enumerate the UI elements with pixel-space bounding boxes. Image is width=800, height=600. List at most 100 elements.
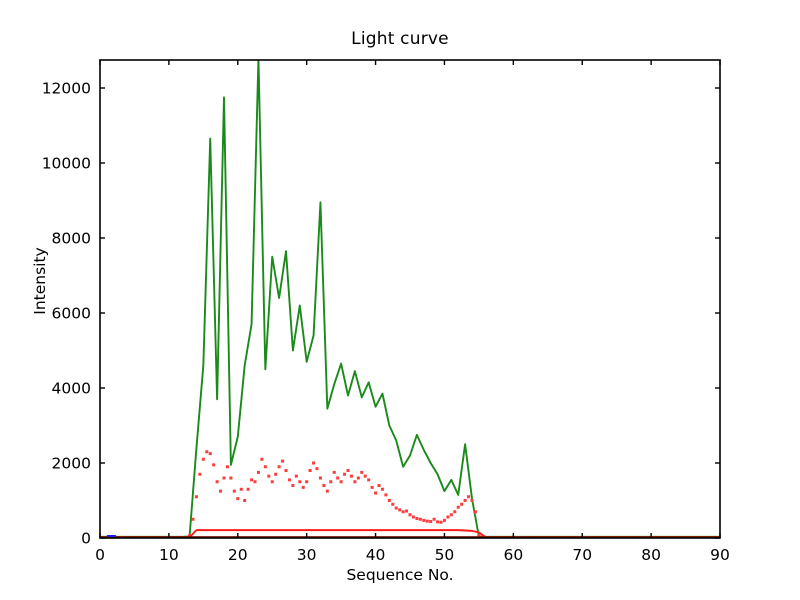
data-point — [367, 478, 371, 482]
data-point — [415, 517, 419, 520]
data-point — [270, 480, 274, 484]
data-point — [239, 487, 243, 491]
data-point — [391, 502, 395, 506]
data-point — [256, 470, 260, 474]
data-point — [467, 495, 471, 499]
data-point — [277, 465, 281, 469]
data-point — [439, 520, 443, 524]
data-point — [422, 518, 426, 522]
data-point — [267, 474, 271, 478]
data-point — [405, 509, 409, 513]
data-point — [460, 502, 464, 506]
data-point — [398, 508, 402, 512]
x-tick-label: 80 — [641, 546, 661, 564]
data-point — [463, 499, 467, 502]
data-point — [294, 474, 298, 478]
data-point — [418, 517, 422, 521]
data-point — [343, 472, 347, 476]
x-tick-label: 0 — [95, 546, 105, 564]
data-point — [446, 515, 450, 519]
data-point — [284, 469, 288, 472]
y-tick-label: 0 — [81, 530, 91, 548]
data-point — [225, 465, 229, 469]
y-axis-label: Intensity — [31, 247, 49, 315]
chart-title: Light curve — [351, 29, 449, 49]
data-point — [336, 476, 340, 480]
data-point — [201, 457, 205, 461]
data-point — [453, 510, 457, 514]
data-point — [384, 493, 388, 497]
data-point — [315, 467, 319, 471]
data-point — [215, 480, 219, 484]
data-point — [411, 515, 415, 519]
data-point — [250, 478, 254, 482]
data-point — [208, 452, 212, 456]
data-point — [442, 518, 446, 522]
data-point — [322, 484, 326, 487]
x-tick-label: 90 — [710, 546, 730, 564]
y-tick-label: 2000 — [52, 455, 91, 473]
y-tick-label: 10000 — [42, 155, 91, 173]
data-point — [346, 469, 350, 472]
data-point — [281, 459, 285, 463]
data-point — [219, 489, 223, 493]
data-point — [222, 476, 226, 480]
x-tick-label: 60 — [503, 546, 523, 564]
data-point — [194, 495, 198, 499]
data-point — [305, 480, 309, 484]
y-tick-label: 6000 — [52, 305, 91, 323]
data-point — [198, 472, 202, 476]
y-tick-label: 12000 — [42, 80, 91, 98]
x-tick-label: 70 — [572, 546, 592, 564]
x-axis-label: Sequence No. — [346, 566, 454, 584]
data-point — [301, 485, 305, 489]
data-point — [332, 470, 336, 474]
data-point — [377, 484, 381, 487]
data-point — [456, 505, 460, 509]
data-point — [291, 484, 295, 487]
data-point — [387, 499, 391, 502]
data-point — [236, 497, 240, 501]
data-point — [329, 480, 333, 484]
data-point — [318, 476, 322, 480]
data-point — [408, 513, 412, 517]
data-point — [374, 491, 378, 495]
data-point — [360, 470, 364, 474]
x-tick-label: 10 — [159, 546, 179, 564]
data-point — [401, 510, 405, 514]
data-point — [246, 487, 250, 491]
data-point — [312, 461, 316, 465]
x-tick-label: 50 — [435, 546, 455, 564]
y-tick-label: 8000 — [52, 230, 91, 248]
x-tick-label: 40 — [366, 546, 386, 564]
plot-frame — [99, 59, 721, 539]
data-point — [260, 457, 264, 461]
data-point — [470, 499, 474, 502]
data-point — [353, 480, 357, 484]
data-point — [229, 476, 233, 480]
data-point — [349, 474, 353, 478]
data-point — [191, 517, 195, 521]
data-point — [253, 480, 257, 484]
data-point — [287, 478, 291, 482]
data-point — [363, 474, 367, 478]
data-point — [356, 476, 360, 480]
data-point — [473, 510, 477, 514]
data-point — [212, 463, 216, 467]
data-point — [298, 480, 302, 484]
data-point — [325, 489, 329, 493]
data-point — [380, 487, 384, 491]
data-point — [188, 534, 192, 538]
data-point — [243, 499, 247, 502]
series-line — [100, 529, 720, 538]
data-point — [429, 520, 433, 523]
data-point — [477, 534, 481, 538]
data-point — [436, 520, 440, 524]
data-point — [339, 480, 343, 484]
series-line — [100, 60, 720, 538]
data-point — [394, 506, 398, 510]
data-point — [274, 472, 278, 476]
data-point — [425, 519, 429, 523]
